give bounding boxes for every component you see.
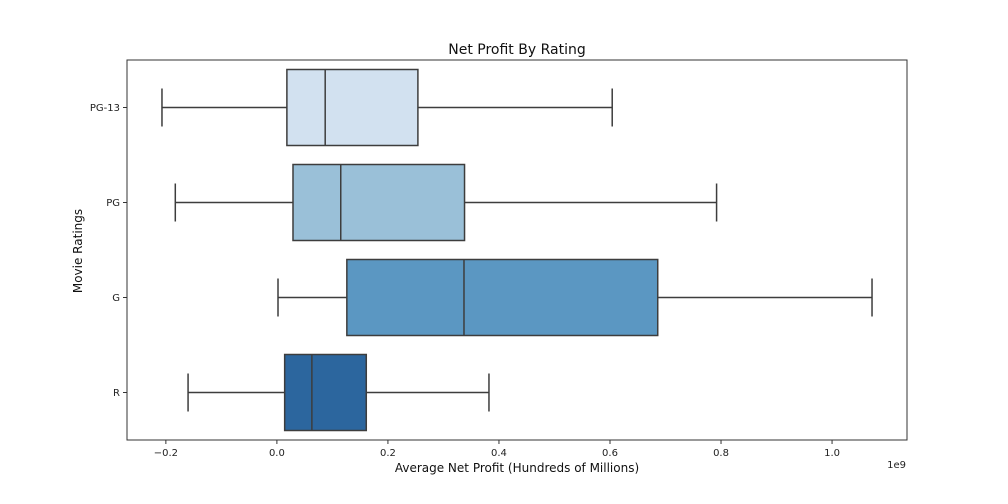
x-axis-offset-label: 1e9 (887, 460, 906, 471)
box-r (283, 353, 368, 432)
chart-marks (161, 68, 873, 432)
x-axis: −0.2 0.0 0.2 0.4 0.6 0.8 1.0 (154, 440, 840, 459)
x-axis-label: Average Net Profit (Hundreds of Millions… (395, 461, 639, 475)
plot-area-frame (126, 59, 908, 441)
x-tick-label: −0.2 (154, 448, 178, 459)
y-tick-label: R (113, 388, 120, 399)
x-tick-label: 0.0 (269, 448, 285, 459)
box-group-r (187, 353, 490, 432)
box-group-g (277, 258, 873, 337)
x-tick-label: 1.0 (824, 448, 840, 459)
x-tick-label: 0.2 (380, 448, 396, 459)
box-pg (292, 163, 466, 242)
y-axis-label: Movie Ratings (71, 209, 85, 293)
x-tick-label: 0.6 (602, 448, 618, 459)
box-g (346, 258, 659, 337)
y-tick-label: PG-13 (90, 103, 120, 114)
y-axis: PG-13 PG G R (90, 103, 127, 399)
y-tick-label: G (112, 293, 120, 304)
chart-title: Net Profit By Rating (448, 42, 585, 58)
box-group-pg-13 (161, 68, 613, 147)
x-tick-label: 0.8 (713, 448, 729, 459)
box-group-pg (174, 163, 718, 242)
y-tick-label: PG (106, 198, 120, 209)
x-tick-label: 0.4 (491, 448, 507, 459)
box-pg-13 (286, 68, 419, 147)
